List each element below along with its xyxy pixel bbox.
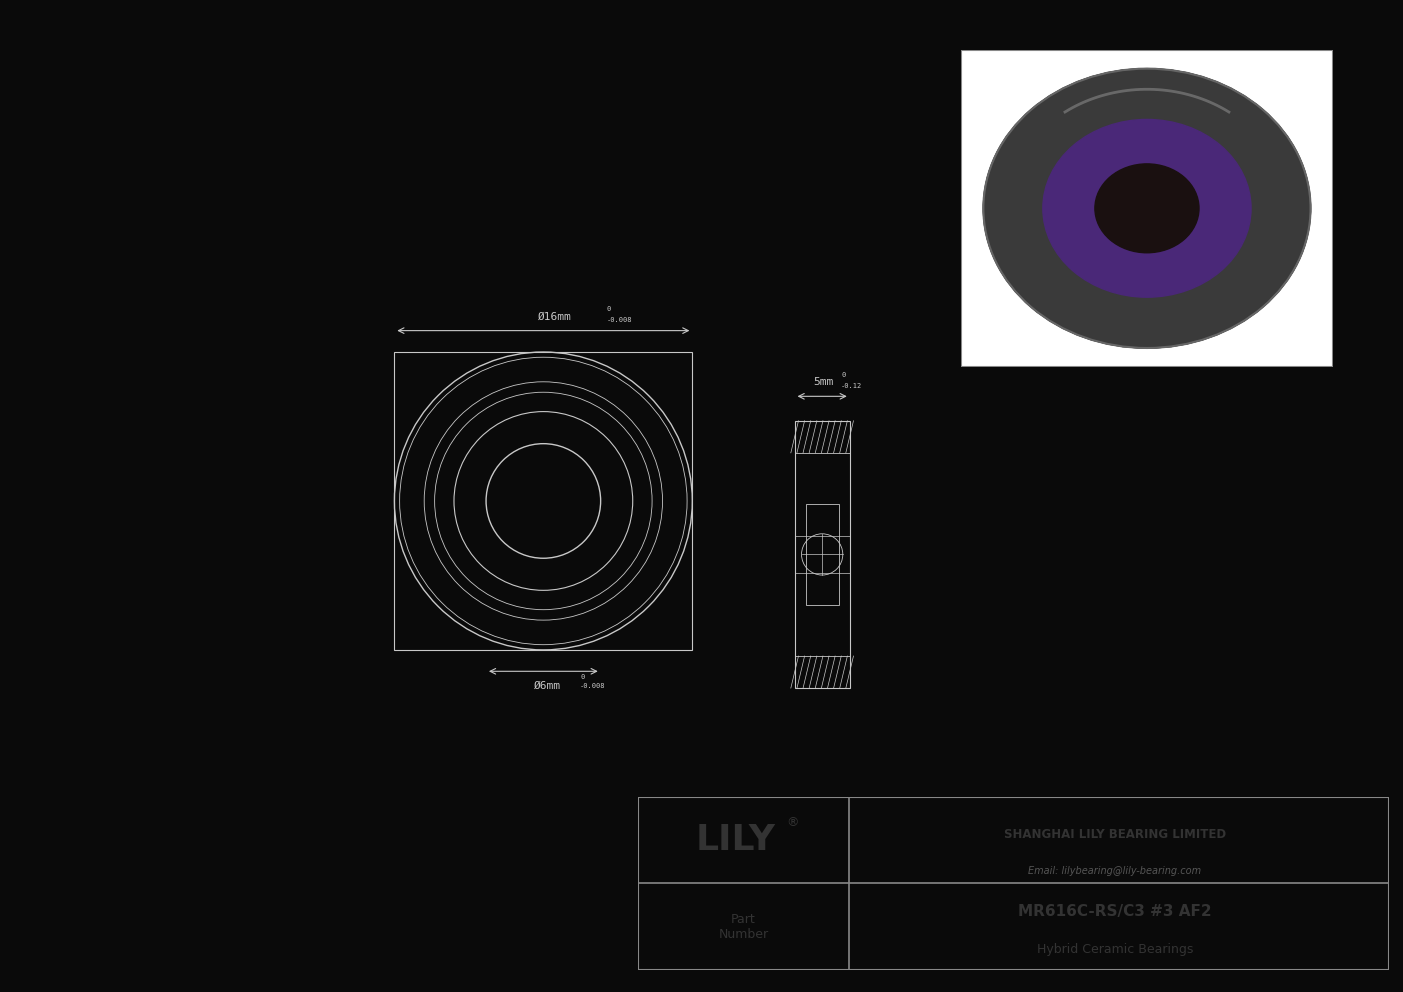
Wedge shape (984, 68, 1310, 348)
Text: 0: 0 (842, 372, 846, 378)
Text: Ø6mm: Ø6mm (533, 681, 561, 690)
Circle shape (1094, 164, 1200, 253)
Text: 5mm: 5mm (814, 377, 833, 387)
Text: Part
Number: Part Number (718, 913, 769, 940)
Circle shape (984, 68, 1310, 348)
Bar (805, 504, 839, 604)
Text: 0: 0 (579, 674, 584, 680)
Text: -0.12: -0.12 (842, 383, 863, 389)
Text: 0: 0 (606, 307, 610, 312)
Text: Ø16mm: Ø16mm (537, 311, 571, 321)
Text: SHANGHAI LILY BEARING LIMITED: SHANGHAI LILY BEARING LIMITED (1005, 828, 1226, 841)
Text: -0.008: -0.008 (606, 317, 633, 323)
Bar (794, 421, 850, 688)
Text: ®: ® (786, 816, 798, 829)
Text: -0.008: -0.008 (579, 682, 606, 688)
Bar (394, 352, 692, 650)
Circle shape (1042, 119, 1251, 298)
Text: Email: lilybearing@lily-bearing.com: Email: lilybearing@lily-bearing.com (1028, 866, 1201, 876)
Text: Hybrid Ceramic Bearings: Hybrid Ceramic Bearings (1037, 942, 1193, 956)
Text: MR616C-RS/C3 #3 AF2: MR616C-RS/C3 #3 AF2 (1019, 904, 1212, 919)
Text: LILY: LILY (696, 823, 776, 857)
